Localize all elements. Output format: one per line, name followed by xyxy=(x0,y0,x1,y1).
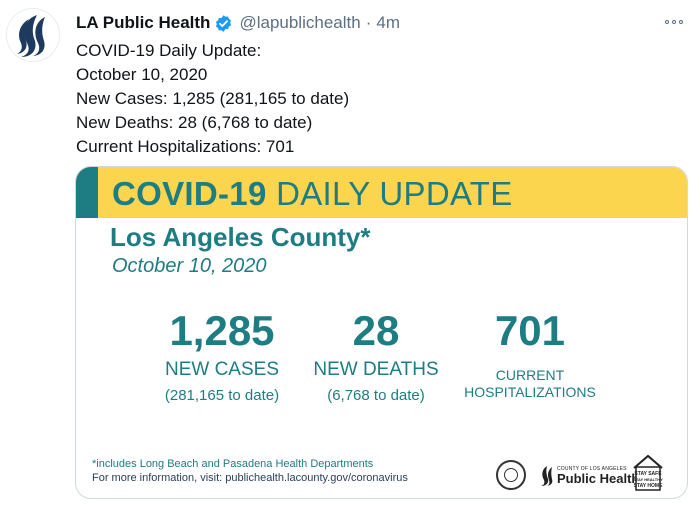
stat-number: 1,285 xyxy=(169,307,275,354)
stat-label-line: CURRENT xyxy=(495,367,565,383)
handle[interactable]: @lapublichealth xyxy=(239,13,361,32)
separator: · xyxy=(365,13,372,32)
footnote: *includes Long Beach and Pasadena Health… xyxy=(92,458,374,470)
stat-new-cases: 1,285 NEW CASES (281,165 to date) xyxy=(152,309,292,405)
tweet-line: New Cases: 1,285 (281,165 to date) xyxy=(76,89,350,108)
banner-title-bold: COVID-19 xyxy=(112,175,267,212)
stat-number: 701 xyxy=(494,307,566,354)
stat-label: CURRENT HOSPITALIZATIONS xyxy=(450,367,610,401)
house-icon: STAY SAFE STAY HEALTHY STAY HOME xyxy=(633,454,663,491)
timestamp[interactable]: 4m xyxy=(376,13,400,32)
more-info-text: For more information, visit: publichealt… xyxy=(92,472,408,484)
logo-text-big: Public Health xyxy=(557,471,640,486)
tweet-line: COVID-19 Daily Update: xyxy=(76,41,262,60)
media-image[interactable]: COVID-19 DAILY UPDATE Los Angeles County… xyxy=(75,166,688,499)
update-date: October 10, 2020 xyxy=(112,255,267,277)
banner-accent xyxy=(76,167,98,218)
stat-hospitalizations: 701 CURRENT HOSPITALIZATIONS xyxy=(450,309,610,401)
county-title: Los Angeles County* xyxy=(110,222,371,252)
verified-badge-icon xyxy=(214,14,233,33)
tweet-line: New Deaths: 28 (6,768 to date) xyxy=(76,113,313,132)
stat-number: 28 xyxy=(352,307,400,354)
more-options-icon[interactable] xyxy=(662,12,686,32)
stat-label: NEW DEATHS xyxy=(313,359,439,380)
tweet-header: LA Public Health @lapublichealth · 4m xyxy=(76,12,400,34)
tweet-text: COVID-19 Daily Update: October 10, 2020 … xyxy=(76,39,676,159)
banner-title: COVID-19 DAILY UPDATE xyxy=(112,175,513,213)
public-health-logo: COUNTY OF LOS ANGELES Public Health xyxy=(538,462,639,490)
stat-label-line: HOSPITALIZATIONS xyxy=(464,384,596,400)
county-seal-icon xyxy=(496,460,526,490)
display-name[interactable]: LA Public Health xyxy=(76,13,211,32)
stay-home-logo: STAY SAFE STAY HEALTHY STAY HOME xyxy=(632,454,664,492)
la-public-health-logo-icon xyxy=(7,9,59,61)
stat-label: NEW CASES xyxy=(164,359,280,380)
avatar[interactable] xyxy=(6,8,60,62)
stat-subtext: (281,165 to date) xyxy=(164,387,280,404)
banner: COVID-19 DAILY UPDATE xyxy=(76,167,687,218)
tweet-line: Current Hospitalizations: 701 xyxy=(76,137,295,156)
stat-new-deaths: 28 NEW DEATHS (6,768 to date) xyxy=(306,309,446,405)
tweet-line: October 10, 2020 xyxy=(76,65,208,84)
stay-safe-line: STAY HOME xyxy=(634,483,663,489)
stay-safe-line: STAY SAFE xyxy=(634,471,662,477)
logo-text-small: COUNTY OF LOS ANGELES xyxy=(557,466,627,472)
public-health-logo-icon xyxy=(541,466,553,486)
banner-title-light: DAILY UPDATE xyxy=(266,175,513,212)
stat-subtext: (6,768 to date) xyxy=(327,387,425,404)
stay-safe-line: STAY HEALTHY xyxy=(633,477,663,482)
